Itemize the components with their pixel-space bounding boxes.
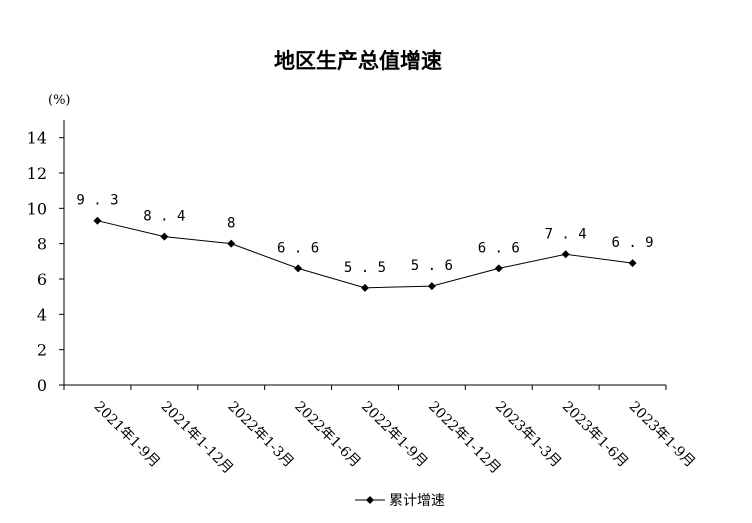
- data-label: 8 . 4: [143, 209, 185, 225]
- y-axis-ticks: 0 2 4 6 8 10 12 14: [27, 129, 64, 395]
- y-tick-label: 12: [27, 164, 47, 183]
- data-label: 5 . 5: [344, 260, 386, 276]
- y-tick-label: 6: [37, 270, 47, 289]
- y-tick-label: 0: [37, 376, 47, 395]
- data-label: 6 . 6: [478, 240, 520, 256]
- x-tick-label: 2023年1-3月: [492, 399, 564, 471]
- x-tick-label: 2021年1-9月: [91, 399, 163, 471]
- data-point-marker: [93, 216, 102, 225]
- data-point-marker: [227, 239, 236, 248]
- y-tick-label: 4: [37, 305, 47, 324]
- y-tick-label: 2: [37, 341, 47, 360]
- data-label: 5 . 6: [411, 258, 453, 274]
- x-tick-label: 2022年1-12月: [425, 399, 504, 478]
- data-label: 8: [227, 216, 235, 232]
- data-point-marker: [361, 283, 369, 292]
- series-group: 9 . 3 8 . 4 8 6 . 6 5 . 5 5 . 6 6 . 6 7 . 4 6 . …: [76, 193, 654, 292]
- y-axis-unit: (%): [48, 93, 71, 108]
- legend-marker-diamond: [366, 496, 374, 504]
- y-tick-label: 10: [27, 199, 47, 218]
- data-point-marker: [561, 250, 570, 259]
- x-tick-label: 2022年1-9月: [358, 399, 430, 471]
- data-label: 6 . 9: [611, 235, 653, 251]
- x-axis-ticks: 2021年1-9月2021年1-12月2022年1-3月2022年1-6月202…: [63, 385, 698, 478]
- x-tick-label: 2022年1-6月: [291, 399, 363, 471]
- chart-title: 地区生产总值增速: [274, 49, 442, 73]
- legend-label: 累计增速: [389, 493, 445, 509]
- data-point-marker: [294, 264, 303, 273]
- x-tick-label: 2023年1-9月: [626, 399, 698, 471]
- data-point-marker: [427, 282, 436, 291]
- data-label: 6 . 6: [277, 240, 319, 256]
- data-point-marker: [628, 259, 637, 268]
- data-label: 7 . 4: [545, 226, 587, 242]
- x-tick-label: 2022年1-3月: [224, 399, 296, 471]
- data-point-marker: [160, 232, 169, 241]
- y-tick-label: 14: [27, 129, 47, 148]
- y-tick-label: 8: [37, 235, 47, 254]
- legend: 累计增速: [355, 493, 445, 509]
- axes: [63, 120, 666, 386]
- x-tick-label: 2023年1-6月: [559, 399, 631, 471]
- data-point-marker: [494, 264, 503, 273]
- x-tick-label: 2021年1-12月: [158, 399, 237, 478]
- data-label: 9 . 3: [76, 193, 118, 209]
